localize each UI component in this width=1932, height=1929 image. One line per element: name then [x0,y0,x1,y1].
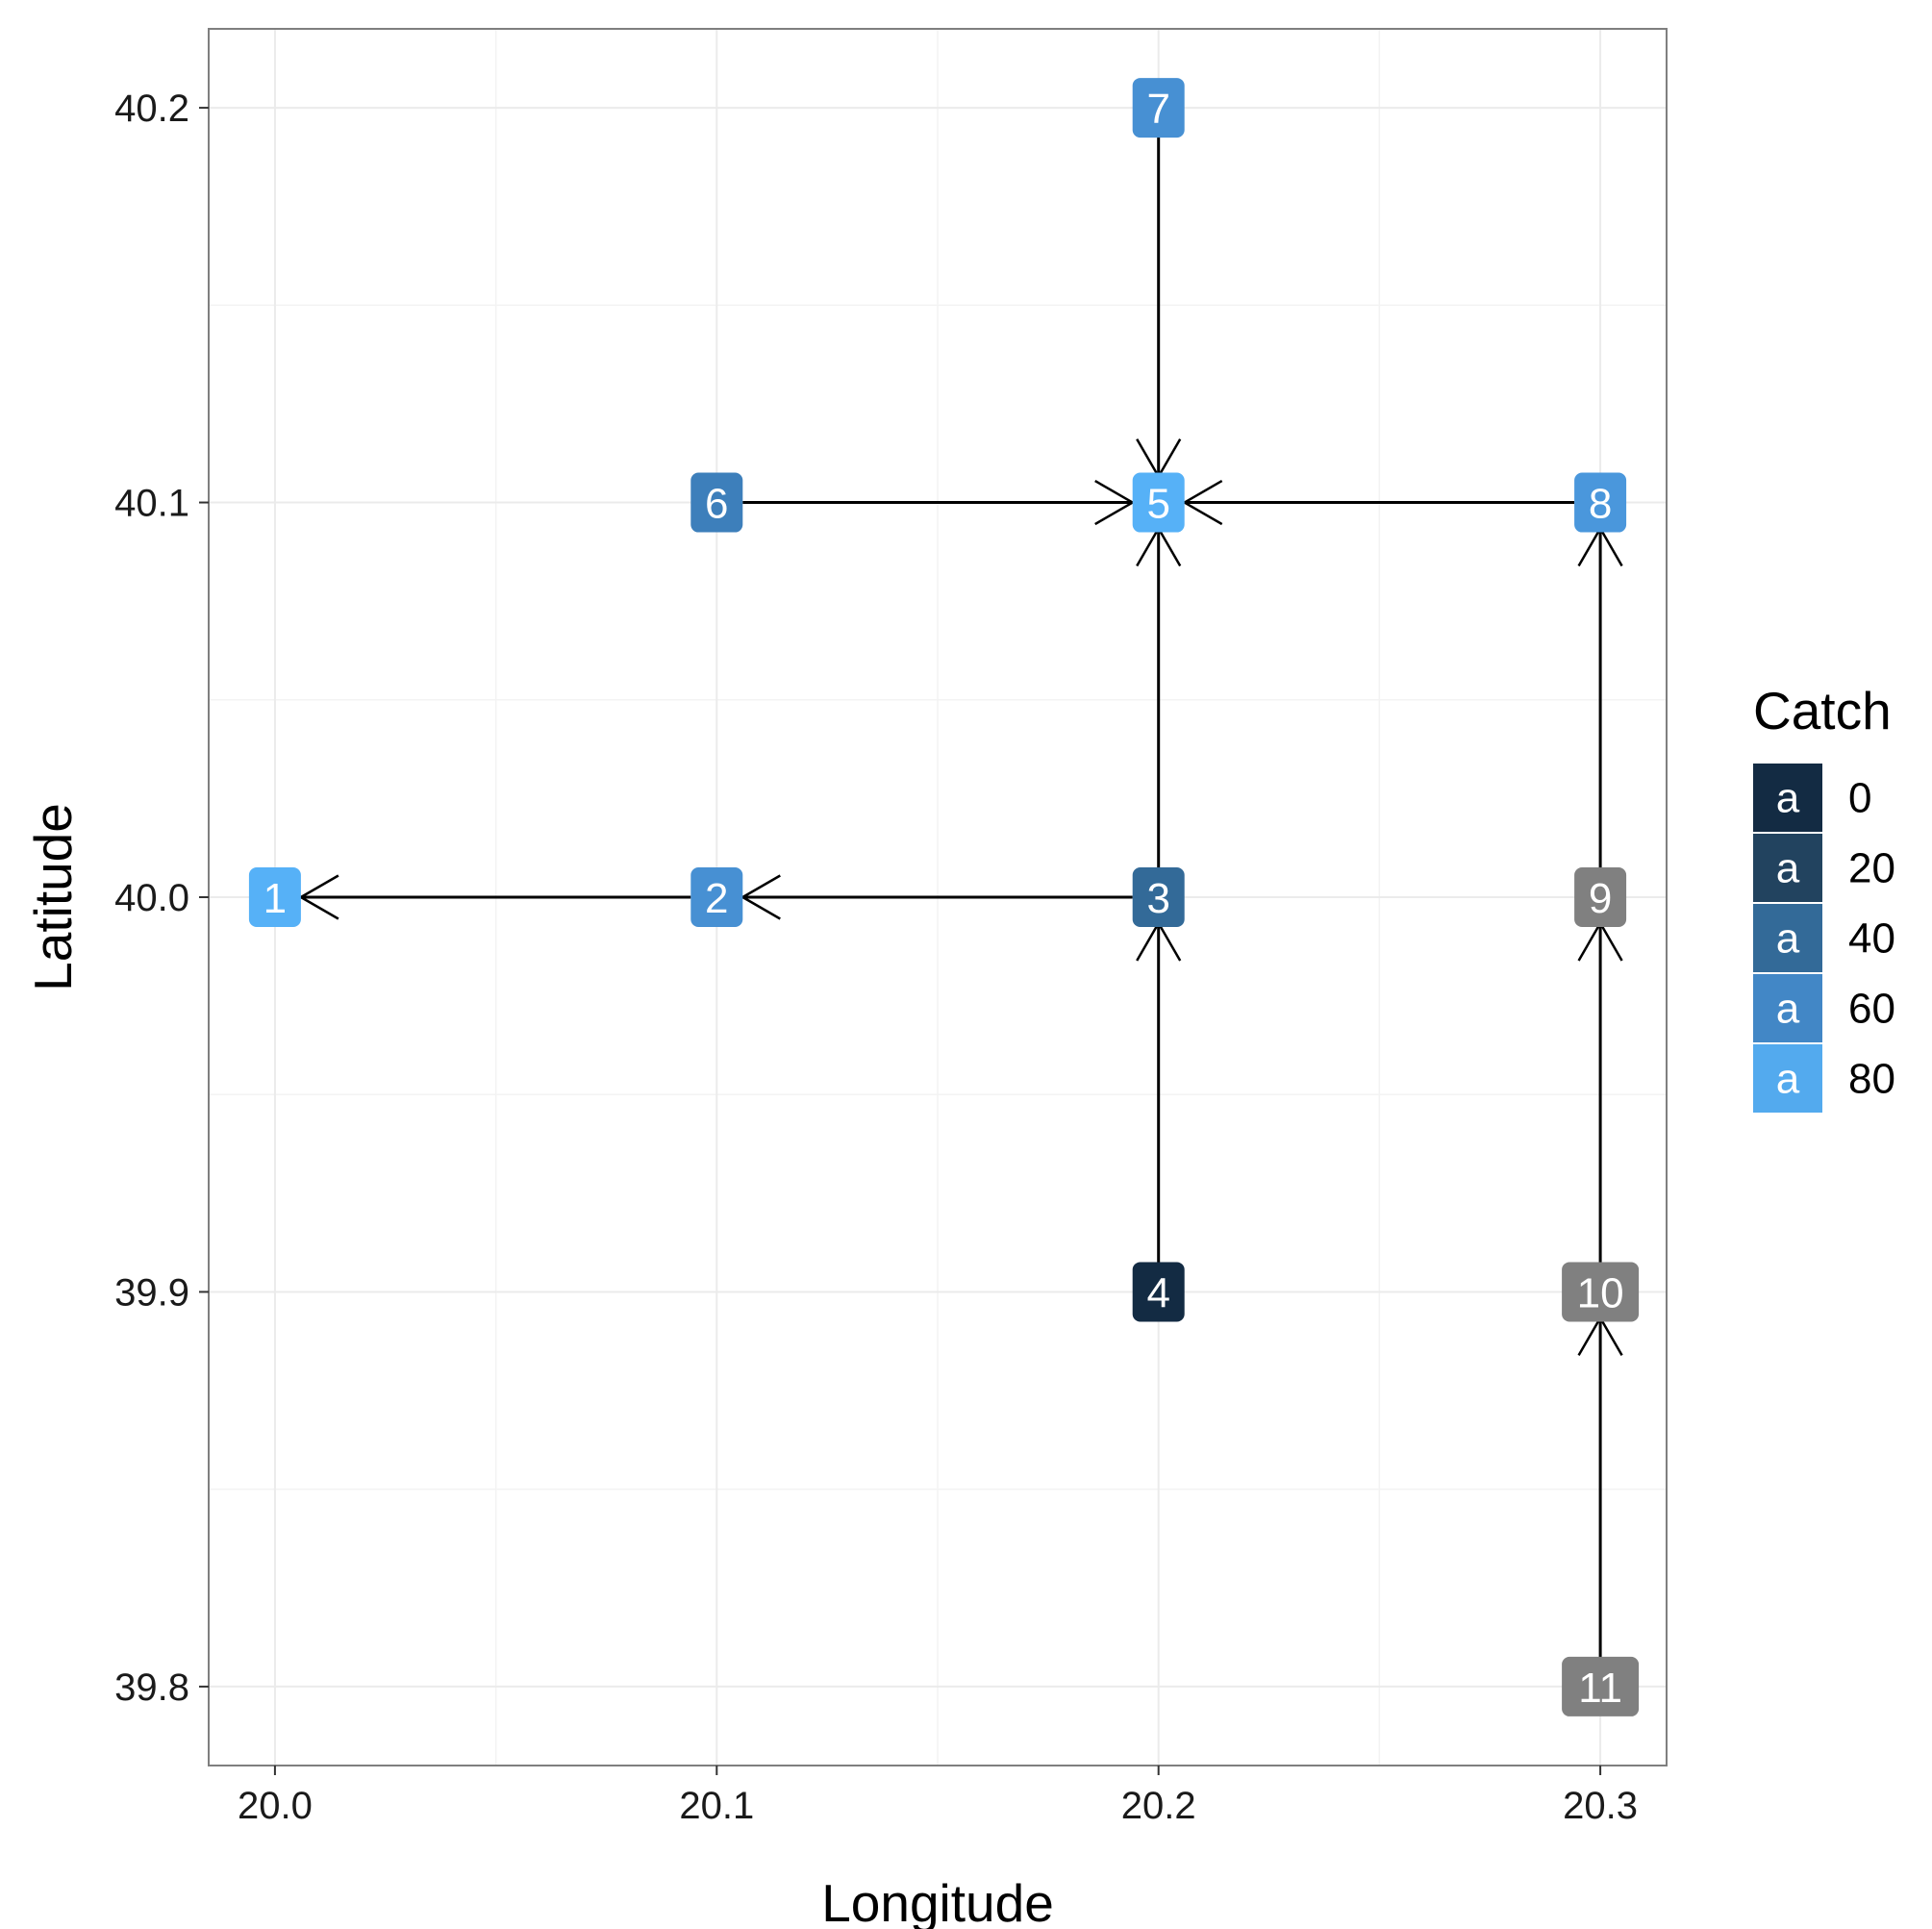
y-tick-label: 39.8 [114,1666,189,1709]
network-edges [300,134,1623,1661]
y-tick-label: 40.1 [114,483,189,525]
arrowhead-line [1136,527,1160,567]
node-11: 11 [1562,1656,1640,1716]
node-6: 6 [690,472,743,533]
node-label: 5 [1146,481,1169,528]
node-box [1562,1656,1640,1716]
edge-8-to-5 [1184,479,1575,526]
legend-label: 80 [1848,1056,1895,1103]
node-8: 8 [1574,472,1627,533]
edge-4-to-3 [1136,922,1182,1266]
arrowhead-line [1577,527,1602,567]
legend-label: 60 [1848,986,1895,1033]
x-axis: 20.0 20.1 20.2 20.3 [238,1766,1638,1827]
x-tick-label: 20.0 [238,1785,313,1827]
x-tick-label: 20.2 [1121,1785,1196,1827]
y-axis-title: Latitude [23,803,83,991]
arrowhead-line [1599,1316,1623,1357]
node-label: 4 [1146,1269,1169,1316]
node-box [248,867,301,927]
edge-9-to-8 [1577,527,1623,871]
node-5: 5 [1132,472,1185,533]
legend-key-glyph: a [1776,845,1800,892]
edge-10-to-9 [1577,922,1623,1266]
node-label: 11 [1578,1665,1622,1712]
node-label: 8 [1589,481,1612,528]
legend-key-glyph: a [1776,775,1800,822]
legend-key [1751,1042,1824,1115]
node-3: 3 [1132,867,1185,927]
node-box [1574,472,1627,533]
y-tick-label: 40.2 [114,88,189,130]
node-box [690,867,743,927]
node-box [1132,472,1185,533]
arrowhead-line [741,874,781,899]
x-tick-label: 20.3 [1563,1785,1638,1827]
node-label: 6 [705,481,728,528]
edge-2-to-1 [300,874,691,920]
node-box [1132,867,1185,927]
arrowhead-line [1094,501,1134,526]
legend-key [1751,762,1824,834]
arrowhead-line [1094,479,1134,504]
node-4: 4 [1132,1262,1185,1322]
legend-label: 20 [1848,845,1895,892]
arrowhead-line [300,895,339,920]
legend-label: 40 [1848,915,1895,963]
legend-key-glyph: a [1776,1056,1800,1103]
arrowhead-line [1157,922,1182,962]
arrowhead-line [1599,922,1623,962]
legend-label: 0 [1848,775,1871,822]
arrowhead-line [1184,501,1223,526]
node-9: 9 [1574,867,1627,927]
y-axis: 39.8 39.9 40.0 40.1 40.2 [114,88,209,1709]
legend-key [1751,972,1824,1044]
x-axis-title: Longitude [821,1873,1054,1929]
arrowhead-line [1599,527,1623,567]
legend-key-glyph: a [1776,915,1800,963]
node-box [1574,867,1627,927]
network-nodes: 1 2 3 4 5 6 7 8 9 10 11 [248,78,1640,1716]
node-label: 1 [263,875,287,922]
node-box [1132,1262,1185,1322]
node-2: 2 [690,867,743,927]
arrowhead-line [1136,922,1160,962]
node-box [1562,1262,1640,1322]
edge-3-to-5 [1136,527,1182,871]
arrowhead-line [1157,527,1182,567]
node-label: 2 [705,875,728,922]
legend-title: Catch [1753,681,1892,740]
node-7: 7 [1132,78,1185,138]
node-1: 1 [248,867,301,927]
arrowhead-line [1577,922,1602,962]
edge-3-to-2 [741,874,1133,920]
y-tick-label: 40.0 [114,877,189,919]
node-label: 3 [1146,875,1169,922]
arrowhead-line [1184,479,1223,504]
legend-entry-40: a 40 [1751,902,1895,974]
node-10: 10 [1562,1262,1640,1322]
legend-entry-80: a 80 [1751,1042,1895,1115]
edge-6-to-5 [742,479,1134,526]
x-tick-label: 20.1 [679,1785,754,1827]
legend-entry-60: a 60 [1751,972,1895,1044]
node-label: 10 [1577,1269,1624,1316]
node-box [690,472,743,533]
y-tick-label: 39.9 [114,1271,189,1314]
arrowhead-line [1136,438,1160,478]
node-box [1132,78,1185,138]
node-label: 7 [1146,86,1169,133]
arrowhead-line [300,874,339,899]
arrowhead-line [1157,438,1182,478]
node-label: 9 [1589,875,1612,922]
arrowhead-line [741,895,781,920]
legend-entry-20: a 20 [1751,832,1895,904]
legend: Catch a 0a 20a 40a 60a 80 [1751,681,1895,1115]
edge-7-to-5 [1136,134,1182,478]
legend-key-glyph: a [1776,986,1800,1033]
edge-11-to-10 [1577,1316,1623,1661]
arrowhead-line [1577,1316,1602,1357]
